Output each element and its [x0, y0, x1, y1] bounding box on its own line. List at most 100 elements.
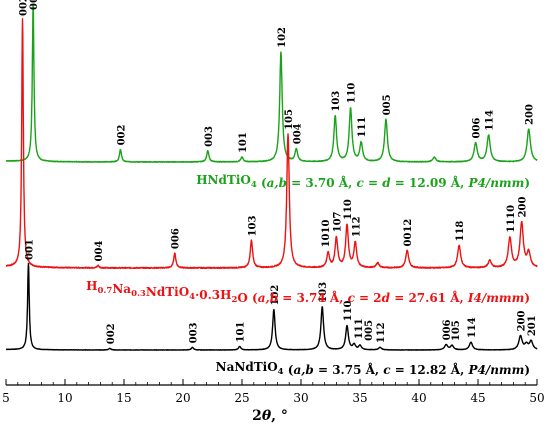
caption-part: ( [257, 176, 267, 190]
x-tick-label: 50 [529, 391, 544, 405]
x-axis-theta: θ [262, 408, 272, 424]
peak-labels: 0010020031011020041031101110050061142000… [19, 0, 539, 344]
peak-label: 101 [236, 322, 247, 343]
caption-part: NdTiO [146, 285, 189, 299]
x-tick-label: 45 [470, 391, 485, 405]
peak-label: 005 [382, 94, 393, 115]
peak-label: 201 [527, 315, 538, 336]
peak-label: 200 [518, 196, 529, 217]
peak-label: 110 [343, 199, 354, 220]
caption-hndtio4: HNdTiO4 (a,b = 3.70 Å, c = d = 12.09 Å, … [196, 173, 530, 190]
peak-label: 105 [451, 320, 462, 341]
peak-label: 004 [292, 123, 303, 144]
peak-label: 002 [116, 124, 127, 145]
caption-part: 4 [251, 180, 257, 190]
caption-part: 0.3 [131, 289, 146, 299]
peak-label: 001 [29, 0, 40, 10]
caption-part: ) [524, 363, 530, 377]
caption-part: = 27.61 Å, [390, 290, 468, 305]
caption-part: = 3.74 Å, [278, 290, 347, 305]
caption-part: NaNdTiO [216, 360, 278, 374]
pattern-traces [5, 4, 538, 351]
peak-label: 112 [351, 216, 362, 237]
caption-part: ( [284, 363, 294, 377]
peak-label: 005 [364, 320, 375, 341]
caption-part: a,b [293, 363, 313, 377]
peak-label: 105 [284, 109, 295, 130]
caption-part: d [382, 291, 391, 305]
peak-label: 114 [485, 110, 496, 131]
x-axis-title: 2θ, ° [252, 408, 288, 424]
pattern-line-h07na03 [5, 18, 538, 270]
peak-label: 1110 [506, 205, 517, 233]
caption-part: Na [112, 282, 131, 296]
peak-label: 114 [467, 317, 478, 338]
peak-label: 103 [247, 216, 258, 237]
caption-h07na03: H0.7Na0.3NdTiO4·0.3H2O (a,b = 3.74 Å, c … [86, 279, 530, 305]
peak-label: 110 [343, 300, 354, 321]
x-tick-label: 25 [234, 391, 249, 405]
caption-part: 0.7 [98, 286, 113, 296]
peak-label: 0012 [403, 219, 414, 247]
caption-part: O ( [237, 291, 258, 305]
peak-label: 102 [277, 27, 288, 48]
peak-label: 107 [332, 211, 343, 232]
peak-label: 006 [442, 319, 453, 340]
caption-part: c [383, 363, 391, 377]
peak-label: 118 [455, 221, 466, 242]
caption-part: HNdTiO [196, 173, 251, 187]
caption-part: P4/nmm [467, 363, 524, 377]
caption-part: = [364, 176, 382, 190]
caption-part: = 3.70 Å, [287, 175, 356, 190]
caption-part: 4 [278, 367, 284, 377]
peak-label: 111 [354, 318, 365, 339]
peak-label: 001 [24, 239, 35, 260]
pattern-line-hndtio4 [5, 4, 538, 163]
x-tick-label: 10 [57, 391, 72, 405]
x-tick-label: 20 [175, 391, 190, 405]
caption-part: I4/mmm [467, 291, 524, 305]
caption-part: = 12.82 Å, [391, 362, 469, 377]
peak-label: 004 [94, 241, 105, 262]
peak-label: 006 [472, 118, 483, 139]
peak-label: 103 [331, 91, 342, 112]
caption-part: d [382, 176, 391, 190]
x-tick-label: 5 [2, 391, 10, 405]
peak-label: 200 [525, 104, 536, 125]
caption-part: = 3.75 Å, [314, 362, 383, 377]
caption-part: a,b [267, 176, 287, 190]
x-tick-label: 30 [293, 391, 308, 405]
caption-part: c [356, 176, 364, 190]
caption-part: ) [524, 176, 530, 190]
peak-label: 006 [171, 228, 182, 249]
peak-label: 111 [357, 117, 368, 138]
caption-part: H [86, 279, 97, 293]
caption-nandtio4: NaNdTiO4 (a,b = 3.75 Å, c = 12.82 Å, P4/… [216, 360, 530, 377]
caption-part: = 12.09 Å, [391, 175, 469, 190]
peak-label: 101 [238, 132, 249, 153]
peak-label: 200 [516, 310, 527, 331]
caption-part: ) [524, 291, 530, 305]
caption-part: 2 [232, 295, 238, 305]
pattern-line-nandtio4 [5, 262, 538, 351]
series-captions: HNdTiO4 (a,b = 3.70 Å, c = d = 12.09 Å, … [86, 173, 530, 377]
peak-label: 102 [270, 285, 281, 306]
x-tick-label: 40 [411, 391, 426, 405]
caption-part: P4/nmm [467, 176, 524, 190]
x-axis: 5 10 15 20 25 30 35 40 45 50 [2, 379, 545, 405]
x-axis-unit: , ° [271, 408, 288, 424]
x-tick-label: 35 [352, 391, 367, 405]
x-tick-label: 15 [116, 391, 131, 405]
peak-label: 103 [318, 282, 329, 303]
caption-part: c [348, 291, 356, 305]
caption-part: 4 [189, 292, 195, 302]
peak-label: 003 [204, 126, 215, 147]
caption-part: ·0.3H [195, 288, 231, 302]
peak-label: 112 [376, 322, 387, 343]
peak-label: 003 [188, 322, 199, 343]
peak-label: 002 [19, 0, 30, 16]
peak-label: 002 [106, 323, 117, 344]
caption-part: = 2 [355, 291, 382, 305]
caption-part: a,b [258, 291, 278, 305]
